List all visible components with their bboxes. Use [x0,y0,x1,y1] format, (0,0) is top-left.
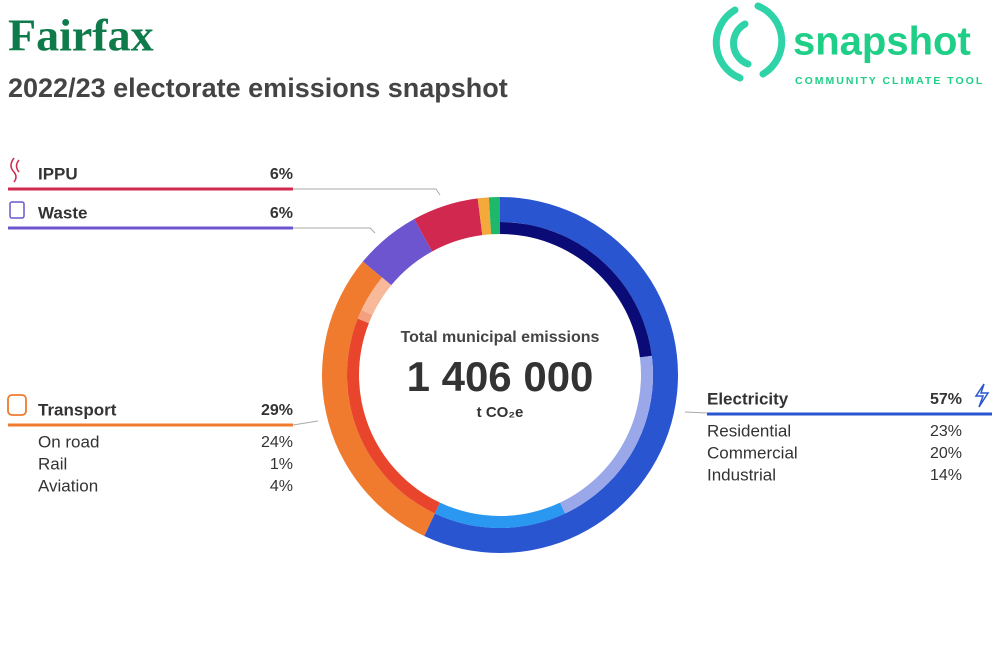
ippu-icon [10,157,20,183]
sector-name: Transport [38,400,117,419]
subsector-name: On road [38,432,99,451]
center-unit: t CO₂e [477,404,524,421]
subtitle: 2022/23 electorate emissions snapshot [8,73,508,103]
sector [322,261,435,537]
subsector-name: Industrial [707,465,776,484]
logo-tagline: COMMUNITY CLIMATE TOOL [795,75,984,87]
subsector-name: Aviation [38,476,98,495]
subsector [357,309,373,324]
sector [362,219,433,286]
title: Fairfax [8,10,154,61]
subsector-name: Residential [707,421,791,440]
logo-name: snapshot [793,20,971,64]
sector-name: Electricity [707,389,789,408]
sector-value: 57% [930,391,962,408]
logo-icon [712,2,786,82]
subsector-value: 1% [270,456,293,473]
waste-icon [9,201,25,219]
subsector [434,502,566,528]
subsector-value: 23% [930,423,962,440]
subsector-name: Commercial [707,443,798,462]
subsector-value: 20% [930,445,962,462]
sector-name: IPPU [38,164,78,183]
sector [414,198,483,252]
subsector [361,277,392,315]
leader-line [293,188,441,196]
leader-line [292,420,319,426]
sector [488,197,500,235]
transport-icon [7,394,27,416]
sector-name: Waste [38,203,87,222]
subsector-value: 4% [270,478,293,495]
center-title: Total municipal emissions [401,329,600,346]
sector [477,197,492,236]
subsector [347,318,440,514]
leader-line [684,411,708,414]
subsector-name: Rail [38,454,67,473]
subsector-value: 24% [261,434,293,451]
leader-line [293,227,376,234]
subsector-value: 14% [930,467,962,484]
sector-value: 6% [270,166,293,183]
sector-value: 29% [261,402,293,419]
electricity-icon [974,383,990,408]
subsector [500,222,652,358]
center-total: 1 406 000 [407,353,594,400]
subsector [560,355,653,514]
sector-value: 6% [270,205,293,222]
